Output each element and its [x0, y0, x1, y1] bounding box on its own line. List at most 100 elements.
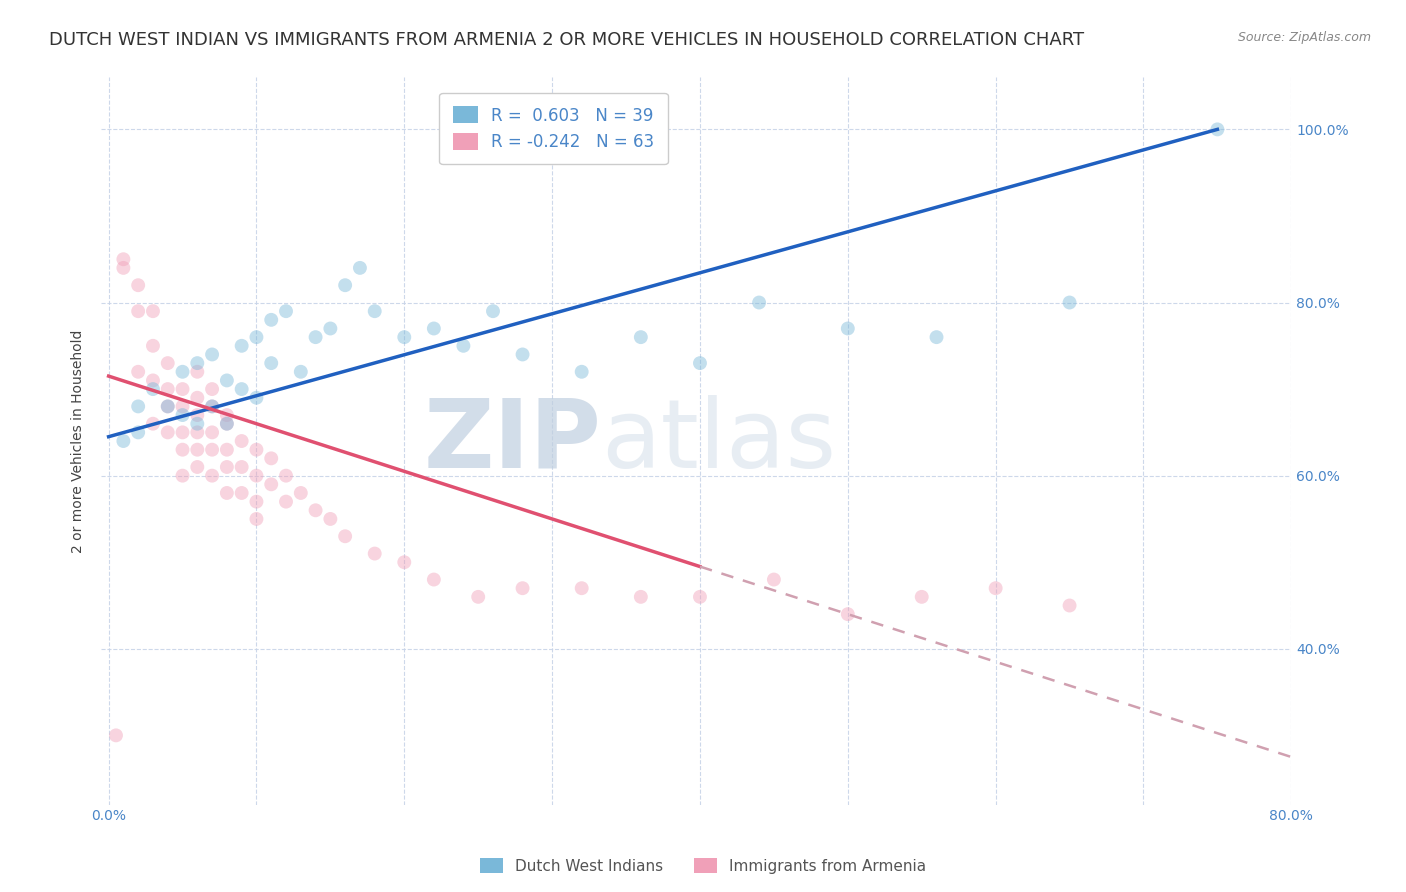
Point: [1059, 599, 1081, 613]
Point: [172, 468, 194, 483]
Point: [156, 382, 179, 396]
Point: [215, 408, 238, 422]
Legend: R =  0.603   N = 39, R = -0.242   N = 63: R = 0.603 N = 39, R = -0.242 N = 63: [440, 93, 668, 164]
Point: [837, 607, 859, 622]
Point: [186, 442, 208, 457]
Point: [571, 365, 593, 379]
Point: [105, 728, 128, 742]
Point: [142, 339, 165, 353]
Legend: Dutch West Indians, Immigrants from Armenia: Dutch West Indians, Immigrants from Arme…: [474, 852, 932, 880]
Point: [245, 468, 267, 483]
Y-axis label: 2 or more Vehicles in Household: 2 or more Vehicles in Household: [72, 329, 86, 553]
Point: [186, 365, 208, 379]
Point: [127, 365, 149, 379]
Text: Source: ZipAtlas.com: Source: ZipAtlas.com: [1237, 31, 1371, 45]
Point: [1059, 295, 1081, 310]
Point: [394, 555, 416, 569]
Point: [762, 573, 785, 587]
Point: [512, 581, 534, 595]
Point: [142, 304, 165, 318]
Point: [630, 330, 652, 344]
Point: [394, 330, 416, 344]
Point: [231, 486, 253, 500]
Point: [156, 400, 179, 414]
Point: [231, 434, 253, 448]
Point: [245, 512, 267, 526]
Point: [172, 382, 194, 396]
Point: [333, 529, 356, 543]
Text: ZIP: ZIP: [423, 394, 600, 488]
Point: [319, 512, 342, 526]
Point: [231, 460, 253, 475]
Point: [911, 590, 934, 604]
Point: [215, 460, 238, 475]
Point: [984, 581, 1007, 595]
Point: [156, 356, 179, 370]
Point: [142, 417, 165, 431]
Point: [260, 356, 283, 370]
Point: [186, 356, 208, 370]
Point: [333, 278, 356, 293]
Point: [231, 382, 253, 396]
Point: [186, 460, 208, 475]
Point: [571, 581, 593, 595]
Point: [1206, 122, 1229, 136]
Point: [274, 468, 297, 483]
Text: DUTCH WEST INDIAN VS IMMIGRANTS FROM ARMENIA 2 OR MORE VEHICLES IN HOUSEHOLD COR: DUTCH WEST INDIAN VS IMMIGRANTS FROM ARM…: [49, 31, 1084, 49]
Point: [215, 417, 238, 431]
Point: [201, 400, 224, 414]
Point: [172, 425, 194, 440]
Point: [112, 434, 135, 448]
Point: [349, 260, 371, 275]
Point: [127, 278, 149, 293]
Point: [112, 260, 135, 275]
Point: [186, 417, 208, 431]
Point: [201, 400, 224, 414]
Point: [837, 321, 859, 335]
Point: [172, 365, 194, 379]
Point: [364, 304, 387, 318]
Point: [925, 330, 948, 344]
Point: [172, 400, 194, 414]
Point: [112, 252, 135, 267]
Point: [156, 425, 179, 440]
Point: [689, 590, 711, 604]
Point: [274, 304, 297, 318]
Point: [156, 400, 179, 414]
Point: [319, 321, 342, 335]
Point: [453, 339, 475, 353]
Point: [142, 373, 165, 387]
Point: [423, 321, 446, 335]
Point: [172, 408, 194, 422]
Point: [201, 425, 224, 440]
Point: [260, 477, 283, 491]
Point: [172, 442, 194, 457]
Point: [245, 330, 267, 344]
Point: [304, 330, 326, 344]
Point: [201, 468, 224, 483]
Point: [201, 442, 224, 457]
Point: [630, 590, 652, 604]
Point: [364, 547, 387, 561]
Point: [127, 304, 149, 318]
Point: [245, 442, 267, 457]
Point: [201, 347, 224, 361]
Point: [689, 356, 711, 370]
Point: [186, 391, 208, 405]
Text: atlas: atlas: [600, 394, 837, 488]
Point: [215, 373, 238, 387]
Point: [245, 391, 267, 405]
Point: [260, 451, 283, 466]
Point: [290, 486, 312, 500]
Point: [467, 590, 489, 604]
Point: [290, 365, 312, 379]
Point: [304, 503, 326, 517]
Point: [215, 486, 238, 500]
Point: [245, 494, 267, 508]
Point: [260, 313, 283, 327]
Point: [231, 339, 253, 353]
Point: [423, 573, 446, 587]
Point: [215, 417, 238, 431]
Point: [201, 382, 224, 396]
Point: [127, 425, 149, 440]
